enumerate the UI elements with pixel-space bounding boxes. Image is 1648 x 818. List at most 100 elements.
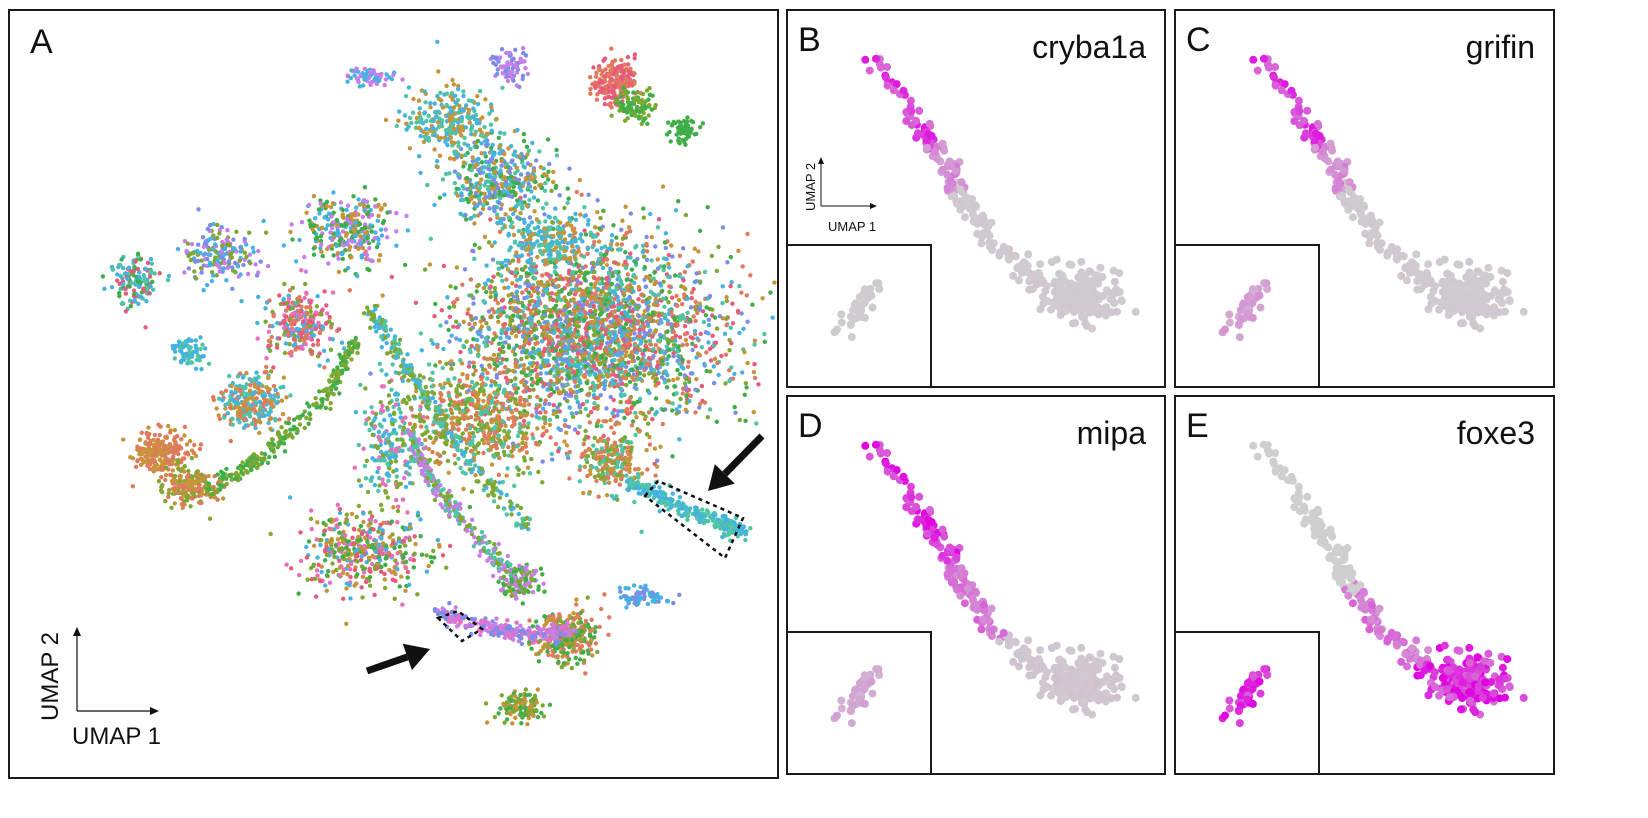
cell-point — [500, 265, 505, 270]
cell-point — [503, 340, 508, 345]
cell-point — [217, 416, 222, 422]
cell-point — [315, 555, 320, 560]
cell-point — [504, 357, 509, 362]
cell-point — [471, 301, 476, 306]
cell-point — [496, 433, 501, 438]
cell-point — [507, 368, 512, 373]
cell-point — [670, 401, 675, 406]
cell-point — [578, 380, 583, 386]
cell-point — [495, 309, 500, 314]
cell-point — [662, 335, 667, 341]
cell-point — [575, 643, 581, 648]
cell-point — [604, 292, 609, 297]
cell-point — [383, 556, 388, 561]
cell-point — [344, 621, 349, 626]
cell-point — [579, 629, 584, 634]
cell-point — [151, 437, 156, 443]
cell-point — [172, 501, 177, 506]
cell-point — [682, 324, 688, 329]
cell-point — [647, 390, 652, 396]
cell-point — [277, 417, 282, 422]
cell-point — [572, 317, 578, 322]
cell-point — [314, 304, 320, 309]
cell-point — [332, 554, 337, 559]
cell-point — [247, 406, 252, 411]
cell-point — [377, 558, 383, 563]
cell-point — [601, 208, 606, 213]
cell-point — [697, 228, 703, 234]
cell-point — [519, 319, 525, 324]
cell-point — [583, 232, 589, 237]
cell-point — [359, 554, 364, 559]
cell-point — [465, 423, 471, 428]
cell-point — [632, 326, 637, 332]
cell-point — [506, 444, 511, 450]
cell-point — [536, 416, 542, 421]
cell-point — [704, 368, 709, 374]
cell-point — [466, 388, 471, 393]
cell-point — [474, 337, 480, 343]
cell-point — [449, 359, 454, 364]
cell-point — [581, 302, 586, 307]
cell-point — [665, 321, 670, 327]
cell-point — [553, 441, 559, 447]
cell-point — [516, 467, 521, 472]
cell-point — [358, 382, 363, 388]
cell-point — [258, 413, 263, 418]
cell-point — [508, 297, 514, 303]
cell-point — [153, 445, 158, 450]
cell-point — [551, 356, 557, 361]
cell-point — [481, 450, 486, 456]
cell-point — [483, 343, 489, 349]
cell-point — [469, 316, 474, 321]
cell-point — [677, 253, 683, 258]
cell-point — [611, 414, 617, 419]
cell-point — [588, 309, 593, 314]
cell-point — [479, 177, 484, 182]
cell-point — [599, 342, 604, 347]
cell-point — [590, 266, 595, 271]
cell-point — [654, 409, 659, 415]
cell-point — [586, 435, 591, 440]
cell-point — [626, 225, 632, 230]
cell-point — [403, 535, 408, 541]
cell-point — [515, 444, 520, 449]
cell-point — [562, 396, 568, 401]
cell-point — [319, 569, 324, 575]
cell-point — [468, 350, 473, 355]
cell-point — [522, 296, 527, 301]
cell-point — [589, 409, 594, 415]
cell-point — [680, 313, 685, 319]
cell-point — [467, 434, 473, 440]
panel-a: UMAP 1 UMAP 2 A — [8, 9, 779, 779]
cell-point — [516, 472, 521, 477]
cell-point — [637, 396, 643, 401]
cell-point — [379, 536, 384, 541]
cell-point — [602, 386, 607, 392]
cell-point — [561, 357, 566, 362]
cell-point — [473, 316, 478, 321]
cell-point — [158, 424, 163, 429]
cell-point — [249, 391, 255, 397]
cell-point — [523, 687, 528, 692]
cell-point — [666, 261, 671, 267]
cell-point — [172, 485, 177, 490]
cell-point — [482, 340, 487, 345]
cell-point — [714, 268, 720, 274]
cell-point — [182, 464, 187, 469]
cell-point — [170, 449, 175, 454]
cell-point — [288, 393, 293, 398]
cell-point — [581, 353, 587, 358]
cell-point — [549, 188, 554, 193]
cell-point — [562, 295, 567, 300]
cell-point — [550, 348, 555, 353]
cell-point — [523, 413, 529, 418]
cell-point — [152, 432, 158, 438]
cell-point — [673, 338, 678, 343]
cell-point — [642, 347, 648, 353]
cell-point — [386, 393, 392, 398]
cell-point — [361, 570, 367, 575]
cell-point — [532, 276, 538, 281]
cell-point — [666, 274, 671, 279]
cell-point — [644, 234, 649, 240]
